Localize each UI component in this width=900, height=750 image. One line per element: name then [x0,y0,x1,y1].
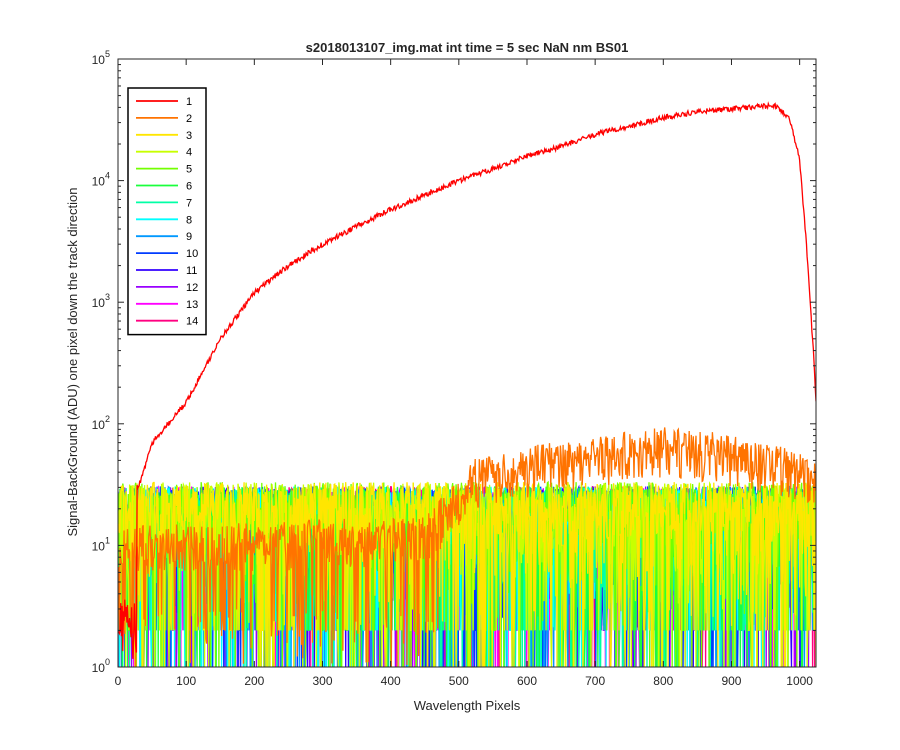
legend-label-7: 7 [186,197,192,209]
x-tick-label: 200 [244,674,264,688]
legend-label-3: 3 [186,130,192,142]
legend-label-5: 5 [186,164,192,176]
y-tick-label: 103 [92,292,110,310]
legend-label-2: 2 [186,113,192,125]
y-tick-label: 100 [92,657,110,675]
x-tick-label: 900 [721,674,741,688]
y-tick-label: 104 [92,171,110,189]
legend-label-13: 13 [186,299,198,311]
x-tick-label: 0 [115,674,122,688]
y-tick-label: 105 [92,49,110,67]
legend-label-1: 1 [186,96,192,108]
legend-label-10: 10 [186,248,198,260]
x-tick-label: 300 [312,674,332,688]
tick-layer: 0 100 200 300 400 500 600 700 800 900 100010010110… [92,49,816,688]
x-tick-label: 400 [381,674,401,688]
legend-label-11: 11 [186,265,197,277]
plot-frame [117,58,817,668]
legend-label-6: 6 [186,181,192,193]
x-tick-label: 100 [176,674,196,688]
x-tick-label: 600 [517,674,537,688]
series-2-line [118,427,816,667]
legend-label-12: 12 [186,282,198,294]
x-axis-label: Wavelength Pixels [414,698,521,713]
y-axis-label: Signal-BackGround (ADU) one pixel down t… [65,187,80,536]
legend-label-14: 14 [186,316,198,328]
x-tick-label: 700 [585,674,605,688]
y-tick-label: 102 [92,414,110,432]
chart-title: s2018013107_img.mat int time = 5 sec NaN… [306,40,629,55]
x-tick-label: 1000 [786,674,813,688]
series-layer [118,101,816,667]
y-tick-label: 101 [92,535,110,553]
legend-label-4: 4 [186,147,192,159]
legend-label-9: 9 [186,231,192,243]
series-1-line [118,101,816,659]
legend-box [127,87,207,336]
x-tick-label: 800 [653,674,673,688]
x-tick-label: 500 [449,674,469,688]
legend-label-8: 8 [186,214,192,226]
